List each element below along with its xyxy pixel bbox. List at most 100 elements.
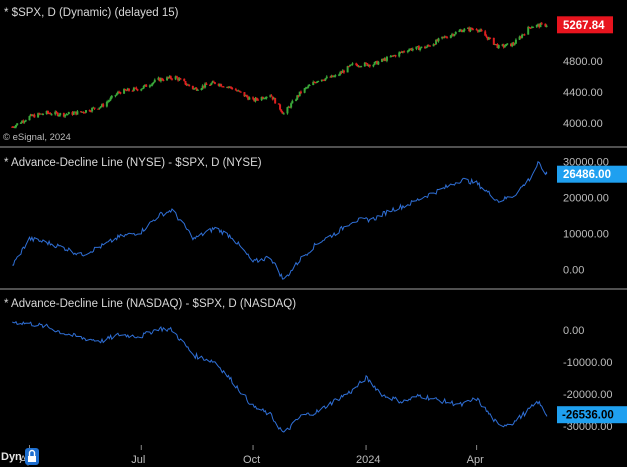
y-tick-label: 4800.00 <box>563 56 603 68</box>
candle-body <box>83 112 86 114</box>
candle-body <box>65 114 68 116</box>
candle-body <box>385 56 388 61</box>
candle-body <box>254 97 257 102</box>
candle-body <box>532 26 535 28</box>
candle-body <box>196 89 199 91</box>
candle-body <box>496 44 499 48</box>
candle-body <box>527 27 530 35</box>
candle-body <box>513 43 516 45</box>
candle-body <box>523 34 526 36</box>
candle-body <box>272 98 275 100</box>
candle-body <box>277 103 280 105</box>
candle-body <box>400 51 403 53</box>
candle-body <box>538 24 541 28</box>
candle-body <box>248 97 251 100</box>
candle-body <box>368 64 371 67</box>
nasdaq-ad-panel[interactable]: 0.00 -10000.00 -20000.00 -30000.00 -26536.0… <box>4 298 627 433</box>
candle-body <box>432 44 435 47</box>
candle-body <box>401 51 404 53</box>
y-tick-label: 4400.00 <box>563 87 603 99</box>
series-line <box>12 320 548 433</box>
candle-body <box>449 35 452 38</box>
candle-body <box>437 38 440 42</box>
candle-body <box>152 82 155 84</box>
candle-body <box>157 77 160 80</box>
candle-body <box>433 44 436 46</box>
candle-body <box>193 88 196 90</box>
candle-body <box>384 58 387 61</box>
candle-body <box>212 81 215 83</box>
price-y-axis: 4000.00 4400.00 4800.00 <box>563 56 603 130</box>
candle-body <box>194 87 197 89</box>
candle-body <box>99 106 102 108</box>
nyse-ad-panel[interactable]: 0.00 10000.00 20000.00 30000.00 26486.00 * … <box>4 157 627 280</box>
candle-body <box>540 23 543 25</box>
candle-body <box>467 27 470 29</box>
y-tick-label: 10000.00 <box>563 228 609 240</box>
candle-body <box>312 81 315 86</box>
price-candles <box>11 22 548 129</box>
candle-body <box>373 62 376 65</box>
nasdaq-panel-title: * Advance-Decline Line (NASDAQ) - $SPX, … <box>4 298 296 310</box>
candle-body <box>425 47 428 49</box>
candle-body <box>475 29 478 31</box>
candle-body <box>351 63 354 65</box>
candle-body <box>41 114 44 116</box>
candle-body <box>143 84 146 86</box>
candle-body <box>315 81 318 83</box>
candle-body <box>505 44 508 47</box>
candle-body <box>67 112 70 115</box>
candle-body <box>168 76 171 78</box>
candle-body <box>175 76 178 78</box>
candle-body <box>210 83 213 85</box>
candle-body <box>76 111 79 115</box>
candle-body <box>460 30 463 33</box>
candle-body <box>463 28 466 31</box>
candle-body <box>245 95 248 97</box>
candle-body <box>161 78 164 81</box>
candle-body <box>358 66 361 68</box>
candle-body <box>393 55 396 57</box>
candle-body <box>495 43 498 45</box>
candle-body <box>340 72 343 74</box>
candle-body <box>492 37 495 45</box>
candle-body <box>322 79 325 81</box>
dyn-mode-label[interactable]: Dyn <box>1 451 22 463</box>
candle-body <box>80 111 83 113</box>
candle-body <box>282 113 285 115</box>
candle-body <box>287 106 290 108</box>
candle-body <box>518 36 521 40</box>
y-tick-label: 4000.00 <box>563 118 603 130</box>
candle-body <box>24 120 27 122</box>
candle-body <box>159 78 162 82</box>
candle-body <box>339 72 342 75</box>
candle-body <box>331 75 334 78</box>
candle-body <box>169 76 172 79</box>
candle-body <box>28 116 31 121</box>
candle-body <box>136 89 139 91</box>
candle-body <box>19 122 22 124</box>
candle-body <box>390 55 393 57</box>
candle-body <box>539 23 542 28</box>
candle-body <box>494 43 497 45</box>
candle-body <box>383 58 386 61</box>
candle-body <box>444 36 447 38</box>
candle-body <box>519 36 522 38</box>
candle-body <box>511 43 514 47</box>
candle-body <box>153 79 156 83</box>
candle-body <box>222 86 225 88</box>
candle-body <box>102 104 105 107</box>
candle-body <box>150 85 153 87</box>
candle-body <box>320 79 323 82</box>
lock-icon[interactable] <box>25 448 39 465</box>
candle-body <box>64 114 67 117</box>
candle-body <box>118 91 121 93</box>
candle-body <box>264 98 267 100</box>
candle-body <box>114 95 117 97</box>
candle-body <box>231 87 234 90</box>
candle-body <box>453 34 456 36</box>
candle-body <box>59 113 62 116</box>
candle-body <box>226 86 229 88</box>
price-panel[interactable]: 4000.00 4400.00 4800.00 5267.84 * $SPX, D … <box>3 7 613 143</box>
